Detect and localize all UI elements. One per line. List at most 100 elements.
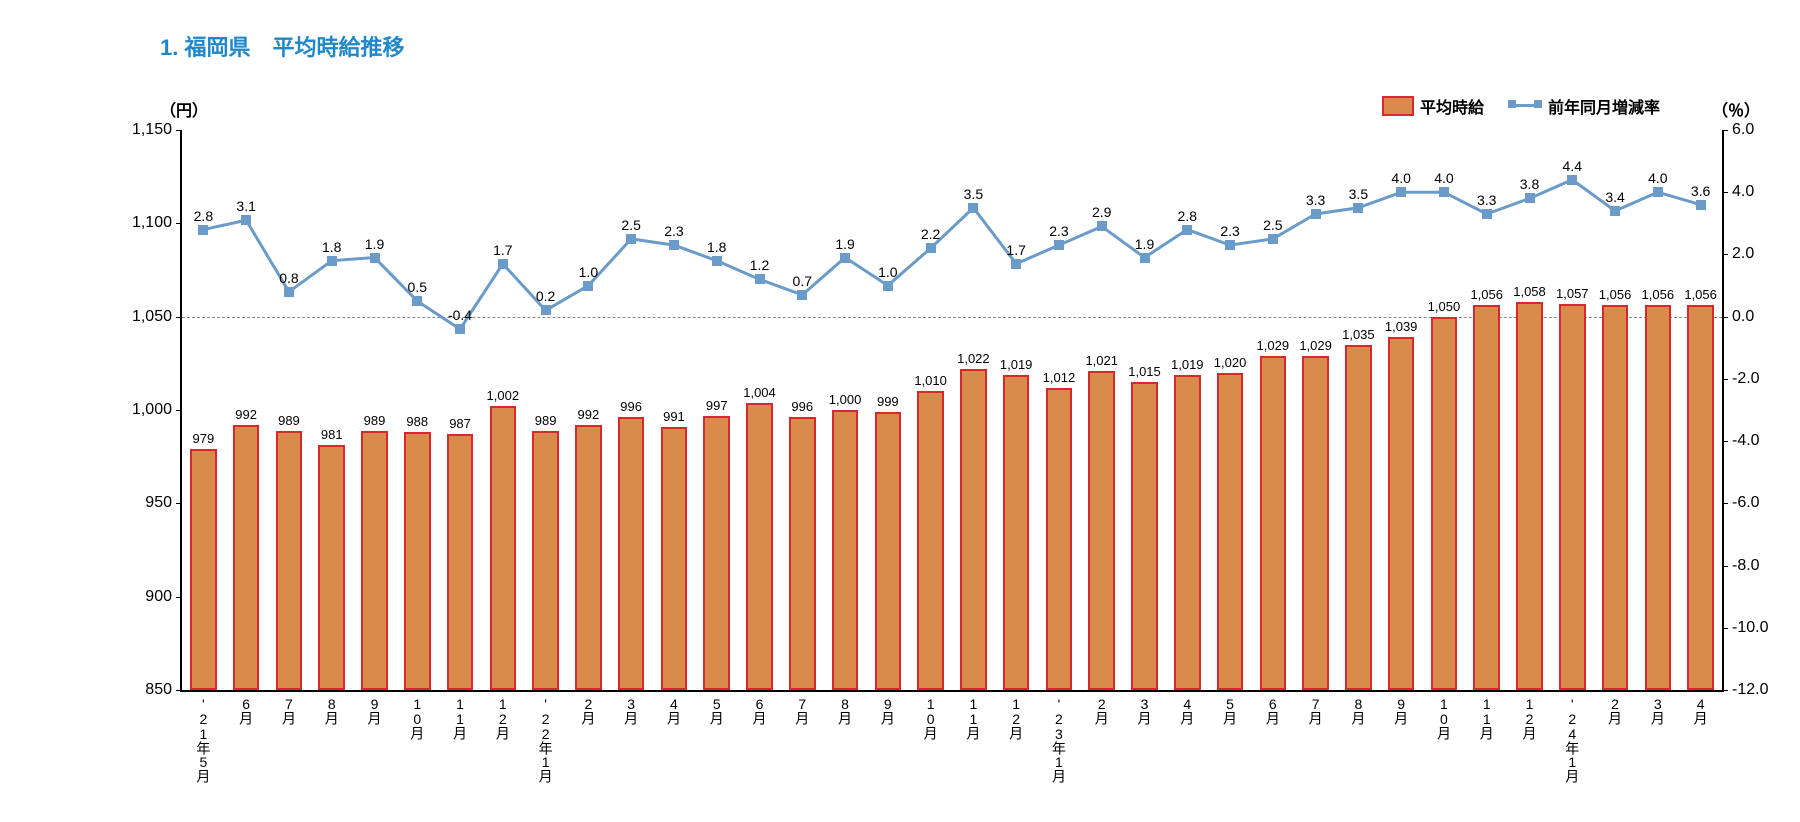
- bar: [1088, 371, 1115, 690]
- x-tick-label: 7月: [1306, 690, 1326, 724]
- line-value-label: 2.3: [1220, 223, 1239, 239]
- legend-bar: 平均時給: [1382, 94, 1484, 118]
- line-marker: [1696, 200, 1706, 210]
- x-tick-label: 2月: [1092, 690, 1112, 724]
- bar: [1687, 305, 1714, 690]
- y-right-tick: -12.0: [1722, 681, 1768, 699]
- x-tick-label: 10月: [1434, 690, 1454, 739]
- x-tick-label: 8月: [322, 690, 342, 724]
- line-value-label: 4.4: [1563, 158, 1582, 174]
- x-tick-label: 11月: [963, 690, 983, 739]
- x-tick-label: '21年5月: [193, 690, 213, 782]
- bar-value-label: 1,050: [1428, 299, 1461, 314]
- line-marker: [284, 287, 294, 297]
- line-value-label: 3.4: [1605, 189, 1624, 205]
- line-value-label: 3.1: [236, 198, 255, 214]
- line-marker: [1525, 193, 1535, 203]
- bar-value-label: 1,029: [1257, 338, 1290, 353]
- bar-value-label: 988: [406, 414, 428, 429]
- line-value-label: 0.2: [536, 288, 555, 304]
- line-marker: [1610, 206, 1620, 216]
- bar-value-label: 979: [193, 431, 215, 446]
- line-marker: [498, 259, 508, 269]
- bar-value-label: 1,021: [1085, 353, 1118, 368]
- bar-value-label: 981: [321, 427, 343, 442]
- legend-line-label: 前年同月増減率: [1548, 94, 1660, 118]
- bar: [789, 417, 816, 690]
- bar-value-label: 989: [535, 413, 557, 428]
- line-marker: [1567, 175, 1577, 185]
- bar-value-label: 1,019: [1171, 357, 1204, 372]
- bar: [1260, 356, 1287, 690]
- line-marker: [1140, 253, 1150, 263]
- line-marker: [1653, 187, 1663, 197]
- line-value-label: 1.8: [322, 239, 341, 255]
- bar: [276, 431, 303, 690]
- bar-value-label: 1,039: [1385, 319, 1418, 334]
- x-tick-label: 3月: [1648, 690, 1668, 724]
- bar-value-label: 1,015: [1128, 364, 1161, 379]
- bar: [875, 412, 902, 690]
- bar: [960, 369, 987, 690]
- line-marker: [1311, 209, 1321, 219]
- line-value-label: 4.0: [1648, 170, 1667, 186]
- line-marker: [1011, 259, 1021, 269]
- bar-value-label: 1,022: [957, 351, 990, 366]
- x-tick-label: 5月: [1220, 690, 1240, 724]
- bar-value-label: 997: [706, 398, 728, 413]
- bar-value-label: 989: [364, 413, 386, 428]
- bar: [661, 427, 688, 690]
- line-value-label: 3.5: [1349, 186, 1368, 202]
- line-marker: [1396, 187, 1406, 197]
- line-value-label: 1.7: [493, 242, 512, 258]
- line-value-label: 4.0: [1391, 170, 1410, 186]
- bar-value-label: 1,010: [914, 373, 947, 388]
- line-value-label: 3.5: [964, 186, 983, 202]
- bar-value-label: 1,020: [1214, 355, 1247, 370]
- x-tick-label: 9月: [1391, 690, 1411, 724]
- x-tick-label: 5月: [707, 690, 727, 724]
- bar: [1345, 345, 1372, 690]
- bar: [1473, 305, 1500, 690]
- x-tick-label: 8月: [1348, 690, 1368, 724]
- x-tick-label: '24年1月: [1562, 690, 1582, 782]
- y-right-title: （％）: [1712, 97, 1760, 121]
- line-marker: [755, 274, 765, 284]
- x-tick-label: 3月: [1135, 690, 1155, 724]
- line-marker: [1439, 187, 1449, 197]
- bar: [1431, 317, 1458, 690]
- bar: [575, 425, 602, 690]
- line-marker: [840, 253, 850, 263]
- line-marker: [797, 290, 807, 300]
- line-value-label: 2.3: [664, 223, 683, 239]
- x-tick-label: 11月: [1477, 690, 1497, 739]
- plot-area: 8509009501,0001,0501,1001,150-12.0-10.0-…: [180, 130, 1724, 692]
- line-value-label: 2.5: [621, 217, 640, 233]
- line-value-label: 2.8: [194, 208, 213, 224]
- bar: [618, 417, 645, 690]
- line-marker: [1482, 209, 1492, 219]
- bar: [318, 445, 345, 690]
- line-value-label: 1.7: [1006, 242, 1025, 258]
- bar: [447, 434, 474, 690]
- line-value-label: -0.4: [448, 307, 472, 323]
- bar: [1602, 305, 1629, 690]
- bar-value-label: 989: [278, 413, 300, 428]
- line-marker: [327, 256, 337, 266]
- y-left-tick: 1,150: [132, 121, 182, 139]
- legend-line-swatch: [1508, 104, 1542, 117]
- x-tick-label: 10月: [921, 690, 941, 739]
- x-tick-label: 6月: [750, 690, 770, 724]
- bar: [1217, 373, 1244, 690]
- x-tick-label: 8月: [835, 690, 855, 724]
- line-marker: [1182, 225, 1192, 235]
- bar: [1645, 305, 1672, 690]
- bar-value-label: 996: [620, 399, 642, 414]
- bar: [1174, 375, 1201, 690]
- bar-value-label: 996: [791, 399, 813, 414]
- y-left-tick: 1,050: [132, 308, 182, 326]
- line-marker: [1225, 240, 1235, 250]
- line-marker: [455, 324, 465, 334]
- x-tick-label: 10月: [407, 690, 427, 739]
- legend-bar-label: 平均時給: [1420, 94, 1484, 118]
